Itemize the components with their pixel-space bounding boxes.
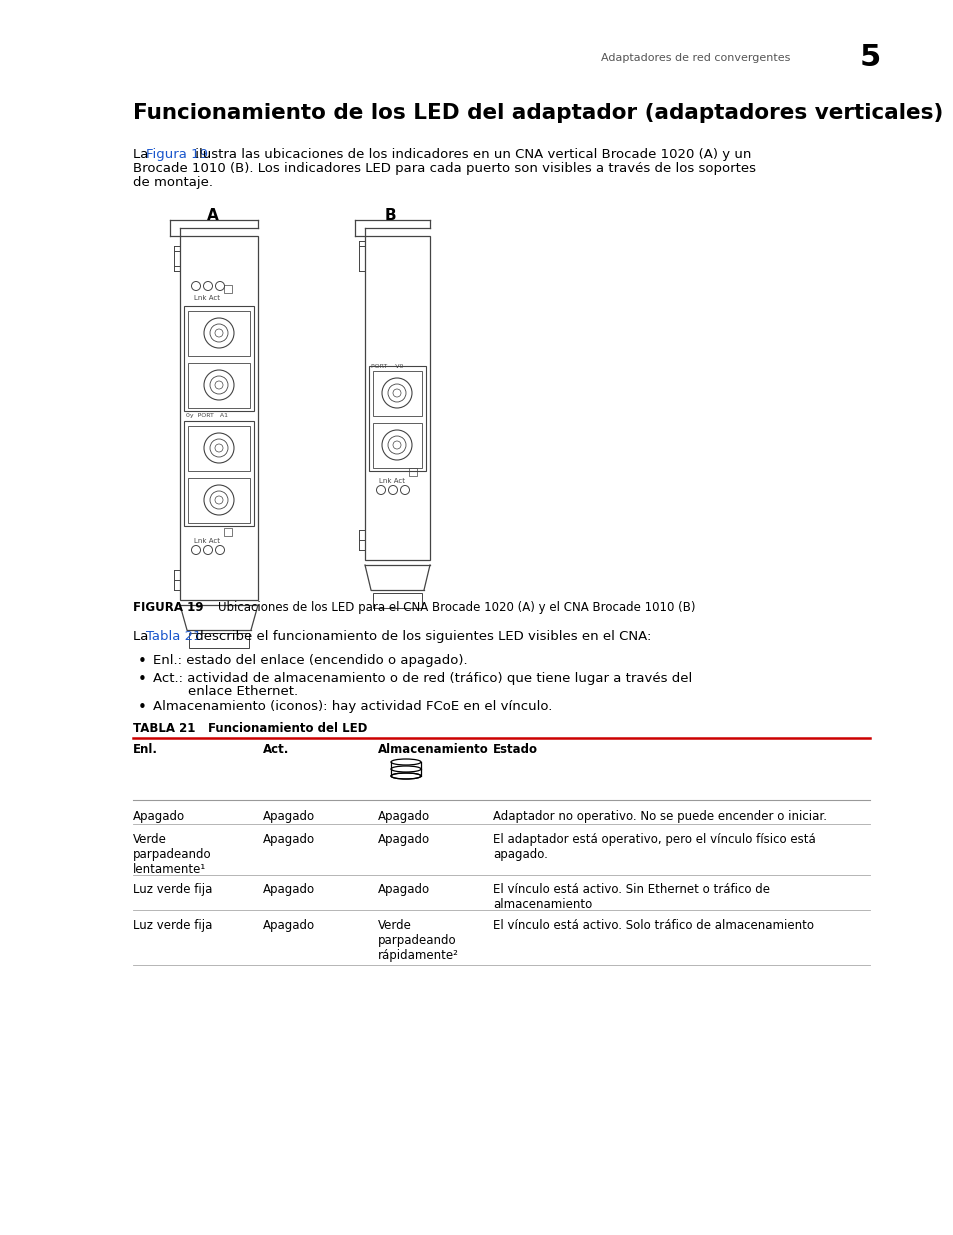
Bar bbox=[189, 634, 249, 648]
Text: 5: 5 bbox=[859, 43, 880, 73]
Text: Apagado: Apagado bbox=[263, 832, 314, 846]
Text: Luz verde fija: Luz verde fija bbox=[132, 883, 213, 897]
Text: Verde
parpadeando
lentamente¹: Verde parpadeando lentamente¹ bbox=[132, 832, 212, 876]
Bar bbox=[369, 366, 426, 471]
Text: Verde
parpadeando
rápidamente²: Verde parpadeando rápidamente² bbox=[377, 919, 458, 962]
Text: Apagado: Apagado bbox=[132, 810, 185, 823]
Text: Estado: Estado bbox=[493, 743, 537, 756]
Text: Almacenamiento: Almacenamiento bbox=[377, 743, 488, 756]
Bar bbox=[224, 529, 232, 536]
Text: Apagado: Apagado bbox=[377, 883, 430, 897]
Text: B: B bbox=[384, 207, 395, 224]
Text: El vínculo está activo. Sin Ethernet o tráfico de
almacenamiento: El vínculo está activo. Sin Ethernet o t… bbox=[493, 883, 769, 911]
Text: TABLA 21: TABLA 21 bbox=[132, 722, 195, 735]
Bar bbox=[373, 370, 421, 416]
Text: Figura 19: Figura 19 bbox=[146, 148, 208, 161]
Bar bbox=[184, 421, 253, 526]
Text: Lnk Act: Lnk Act bbox=[193, 538, 220, 543]
Text: Act.: actividad de almacenamiento o de red (tráfico) que tiene lugar a través de: Act.: actividad de almacenamiento o de r… bbox=[152, 672, 692, 685]
Bar bbox=[180, 236, 257, 600]
Bar bbox=[188, 478, 250, 522]
Text: La: La bbox=[132, 148, 152, 161]
Text: Lnk Act: Lnk Act bbox=[378, 478, 405, 484]
Text: Brocade 1010 (B). Los indicadores LED para cada puerto son visibles a través de : Brocade 1010 (B). Los indicadores LED pa… bbox=[132, 162, 755, 175]
Text: Adaptador no operativo. No se puede encender o iniciar.: Adaptador no operativo. No se puede ence… bbox=[493, 810, 826, 823]
Text: Funcionamiento de los LED del adaptador (adaptadores verticales): Funcionamiento de los LED del adaptador … bbox=[132, 103, 943, 124]
Text: Almacenamiento (iconos): hay actividad FCoE en el vínculo.: Almacenamiento (iconos): hay actividad F… bbox=[152, 700, 552, 713]
Text: de montaje.: de montaje. bbox=[132, 177, 213, 189]
Text: Funcionamiento del LED: Funcionamiento del LED bbox=[208, 722, 367, 735]
Text: El adaptador está operativo, pero el vínculo físico está
apagado.: El adaptador está operativo, pero el vín… bbox=[493, 832, 815, 861]
Text: ilustra las ubicaciones de los indicadores en un CNA vertical Brocade 1020 (A) y: ilustra las ubicaciones de los indicador… bbox=[191, 148, 751, 161]
Text: enlace Ethernet.: enlace Ethernet. bbox=[188, 685, 297, 698]
Text: Apagado: Apagado bbox=[263, 919, 314, 932]
Bar bbox=[365, 236, 430, 559]
Text: •: • bbox=[138, 655, 147, 669]
Bar bbox=[188, 363, 250, 408]
Text: Apagado: Apagado bbox=[377, 810, 430, 823]
Text: Apagado: Apagado bbox=[263, 883, 314, 897]
Text: Lnk Act: Lnk Act bbox=[193, 295, 220, 301]
Bar bbox=[188, 426, 250, 471]
Bar bbox=[373, 424, 421, 468]
Bar bbox=[188, 311, 250, 356]
Text: Enl.: estado del enlace (encendido o apagado).: Enl.: estado del enlace (encendido o apa… bbox=[152, 655, 467, 667]
Text: •: • bbox=[138, 672, 147, 687]
Text: El vínculo está activo. Solo tráfico de almacenamiento: El vínculo está activo. Solo tráfico de … bbox=[493, 919, 813, 932]
Text: A: A bbox=[207, 207, 218, 224]
Text: FIGURA 19: FIGURA 19 bbox=[132, 601, 203, 614]
Text: Apagado: Apagado bbox=[263, 810, 314, 823]
Text: La: La bbox=[132, 630, 152, 643]
Bar bbox=[184, 306, 253, 411]
Text: 0y  PORT   A1: 0y PORT A1 bbox=[186, 412, 228, 417]
Text: Adaptadores de red convergentes: Adaptadores de red convergentes bbox=[600, 53, 789, 63]
Text: describe el funcionamiento de los siguientes LED visibles en el CNA:: describe el funcionamiento de los siguie… bbox=[191, 630, 651, 643]
Text: •: • bbox=[138, 700, 147, 715]
Text: Act.: Act. bbox=[263, 743, 289, 756]
Bar bbox=[373, 593, 421, 608]
Text: Tabla 21: Tabla 21 bbox=[146, 630, 201, 643]
Bar bbox=[409, 468, 416, 475]
Text: Apagado: Apagado bbox=[377, 832, 430, 846]
Text: Enl.: Enl. bbox=[132, 743, 158, 756]
Text: PORT    V0: PORT V0 bbox=[371, 364, 403, 369]
Text: Luz verde fija: Luz verde fija bbox=[132, 919, 213, 932]
Bar bbox=[224, 285, 232, 293]
Text: Ubicaciones de los LED para el CNA Brocade 1020 (A) y el CNA Brocade 1010 (B): Ubicaciones de los LED para el CNA Broca… bbox=[218, 601, 695, 614]
